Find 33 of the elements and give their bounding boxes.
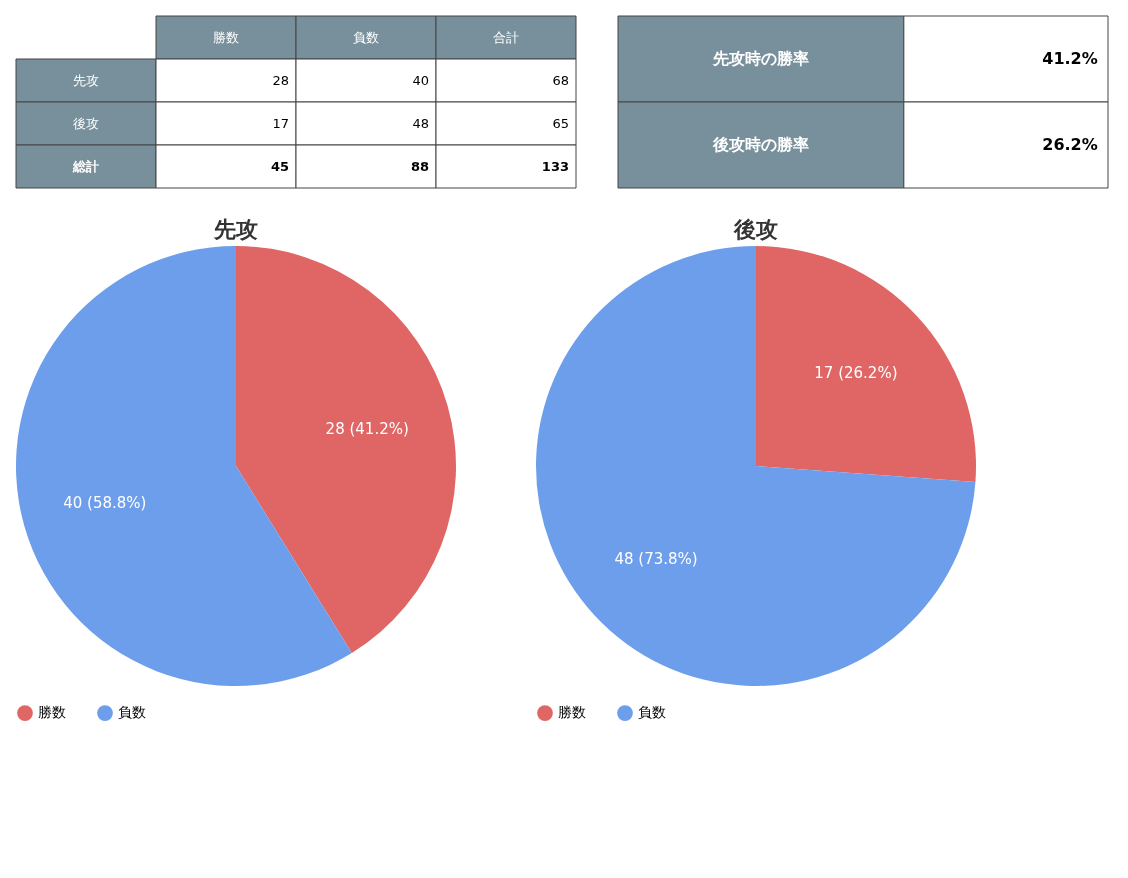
- category-label: 先攻時の勝率: [712, 49, 809, 68]
- text: 133: [541, 158, 569, 174]
- category-label: 負数: [353, 29, 379, 45]
- category-label: 後攻: [73, 115, 99, 131]
- text: 26.2%: [1042, 135, 1098, 154]
- data-label: 40 (58.8%): [63, 494, 147, 513]
- category-label: 先攻: [73, 72, 99, 88]
- pie-slice: [536, 246, 976, 686]
- legend-label: 勝数: [558, 704, 586, 721]
- chart-title: 先攻: [213, 217, 258, 242]
- category-label: 合計: [493, 29, 519, 45]
- data-label: 28 (41.2%): [325, 419, 409, 438]
- legend-label: 勝数: [38, 704, 66, 721]
- pie-slice: [236, 246, 456, 654]
- chart-title: 後攻: [733, 217, 778, 242]
- text: 41.2%: [1042, 49, 1098, 68]
- legend-label: 負数: [638, 704, 666, 721]
- text: 17: [272, 115, 289, 131]
- legend-label: 負数: [118, 704, 146, 721]
- data-label: 48 (73.8%): [614, 549, 698, 568]
- data-label: 17 (26.2%): [814, 364, 898, 383]
- text: 65: [552, 115, 569, 131]
- category-label: 後攻時の勝率: [712, 135, 809, 154]
- category-label: 勝数: [213, 29, 239, 45]
- text: 68: [552, 72, 569, 88]
- text: 48: [412, 115, 429, 131]
- text: 88: [410, 158, 429, 174]
- text: 40: [412, 72, 429, 88]
- text: 28: [272, 72, 289, 88]
- pie-slice: [756, 246, 976, 482]
- category-label: 総計: [73, 158, 99, 174]
- text: 45: [270, 158, 289, 174]
- pie-slice: [16, 246, 352, 686]
